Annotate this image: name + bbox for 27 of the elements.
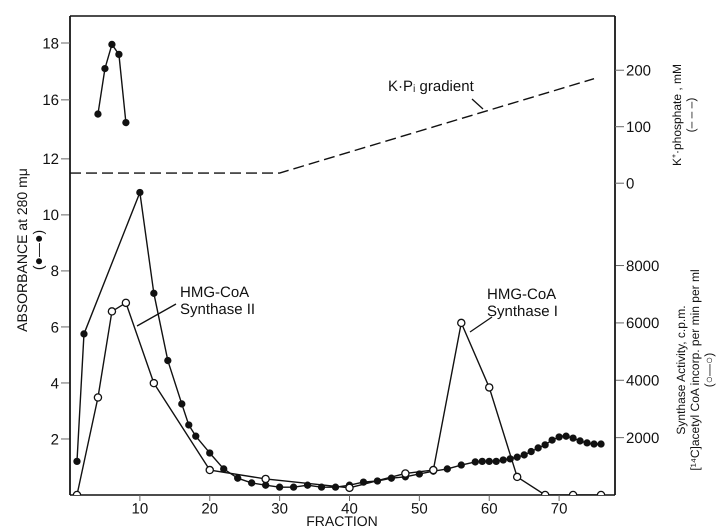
y2-tick-label: 4000 — [626, 372, 660, 390]
x-tick-label: 60 — [480, 500, 498, 518]
y-tick-label: 12 — [42, 151, 59, 168]
y-tick-label: 6 — [50, 319, 59, 336]
annotation: HMG-CoA Synthase II — [180, 284, 256, 318]
y2-axis-title: K⁺·phosphate , mM (– – –) — [670, 64, 698, 166]
x-tick-label: 10 — [132, 500, 148, 518]
y-tick-label: 8 — [50, 263, 59, 280]
y-tick-label: 16 — [42, 92, 59, 110]
y2-tick-label: 8000 — [626, 258, 660, 275]
y-tick-label: 4 — [50, 375, 59, 392]
y2-tick-label: 0 — [626, 176, 634, 193]
x-tick-label: 50 — [411, 500, 428, 518]
x-tick-label: 20 — [201, 500, 218, 518]
y2-axis-title: Synthase Activity, c.p.m. [¹⁴C]acetyl CoA incorp. per min per ml (○—○) — [674, 269, 716, 471]
x-tick-label: 70 — [550, 500, 568, 518]
y-tick-label: 18 — [42, 35, 59, 52]
annotation: HMG-CoA Synthase I — [487, 286, 558, 320]
x-axis-title: FRACTION — [306, 513, 378, 529]
y2-tick-label: 6000 — [626, 315, 660, 332]
y-tick-label: 10 — [42, 207, 59, 224]
y2-tick-label: 200 — [626, 62, 652, 80]
x-tick-label: 30 — [271, 500, 288, 518]
y-tick-label: 2 — [50, 431, 59, 448]
y2-tick-label: 100 — [626, 119, 652, 136]
y2-tick-label: 2000 — [626, 430, 660, 447]
annotation: K·Pᵢ gradient — [388, 78, 474, 95]
